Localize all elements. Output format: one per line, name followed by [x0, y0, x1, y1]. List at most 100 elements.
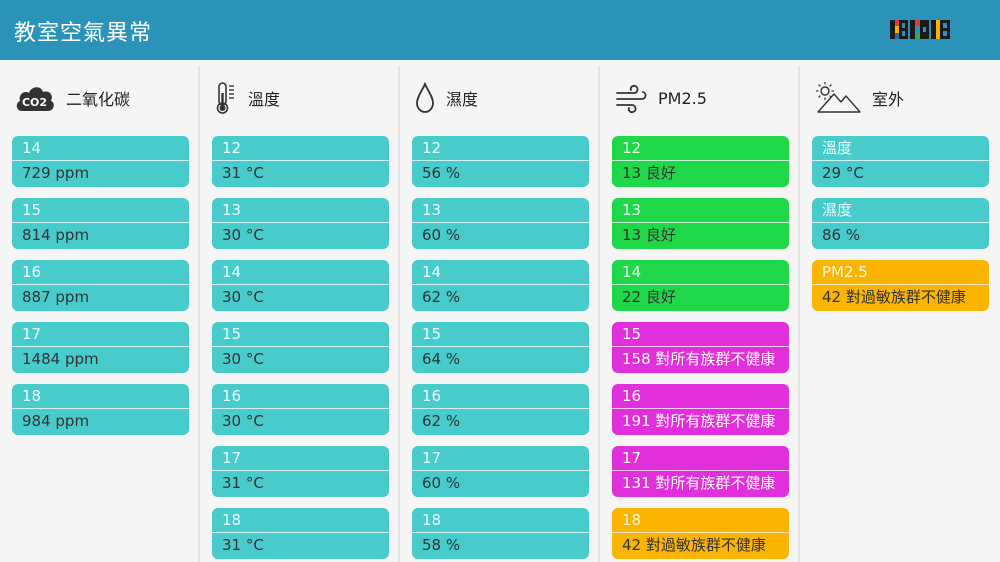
sensor-card-value: 1484 ppm — [22, 350, 99, 368]
sensor-card-value: 131 對所有族群不健康 — [622, 474, 776, 492]
sensor-card-humidity: 16 62 % — [412, 384, 589, 435]
cards-temperature: 12 31 °C 13 30 °C 14 30 °C 15 30 °C 16 30 °C 17 31 … — [212, 136, 389, 562]
sensor-card-pm25: 12 13 良好 — [612, 136, 789, 187]
sensor-card-value: 62 % — [422, 412, 461, 430]
sensor-card-value: 62 % — [422, 288, 461, 306]
cards-outdoor: 溫度 29 °C 濕度 86 % PM2.5 42 對過敏族群不健康 — [812, 136, 989, 322]
sensor-card-value: 30 °C — [222, 350, 264, 368]
sensor-card-room: PM2.5 — [812, 260, 989, 285]
sensor-card-room: 14 — [12, 136, 189, 161]
sensor-card-value: 13 良好 — [622, 226, 676, 244]
sensor-card-value: 887 ppm — [22, 288, 90, 306]
sensor-card-temperature: 13 30 °C — [212, 198, 389, 249]
sensor-card-temperature: 12 31 °C — [212, 136, 389, 187]
sensor-card-value: 42 對過敏族群不健康 — [822, 288, 966, 306]
sensor-card-room: 15 — [212, 322, 389, 347]
sensor-card-temperature: 17 31 °C — [212, 446, 389, 497]
sensor-card-value: 56 % — [422, 164, 461, 182]
column-header-pm25: PM2.5 — [614, 80, 707, 116]
sensor-card-value: 22 良好 — [622, 288, 676, 306]
thermometer-icon — [216, 82, 234, 114]
sensor-card-temperature: 18 31 °C — [212, 508, 389, 559]
column-label-humidity: 濕度 — [446, 90, 479, 109]
sensor-card-room: 14 — [212, 260, 389, 285]
sensor-card-co2: 17 1484 ppm — [12, 322, 189, 373]
column-temperature: 溫度 12 31 °C 13 30 °C 14 30 °C 15 30 °C 16 30 °C 17… — [200, 66, 400, 562]
co2-cloud-icon: CO2 — [16, 87, 54, 111]
column-label-temperature: 溫度 — [248, 90, 281, 109]
sensor-card-value: 86 % — [822, 226, 861, 244]
sensor-card-value: 31 °C — [222, 164, 264, 182]
sensor-columns: CO2 二氧化碳 14 729 ppm 15 814 ppm 16 887 ppm 17 14… — [0, 66, 1000, 562]
sensor-card-room: 18 — [612, 508, 789, 533]
sensor-card-co2: 16 887 ppm — [12, 260, 189, 311]
page-title: 教室空氣異常 — [14, 21, 153, 46]
bxb-logo-icon — [890, 20, 950, 39]
sensor-card-value: 30 °C — [222, 226, 264, 244]
sensor-card-pm25: 13 13 良好 — [612, 198, 789, 249]
sensor-card-value: 29 °C — [822, 164, 864, 182]
sensor-card-humidity: 17 60 % — [412, 446, 589, 497]
sensor-card-value: 814 ppm — [22, 226, 90, 244]
sensor-card-pm25: 15 158 對所有族群不健康 — [612, 322, 789, 373]
sensor-card-value: 31 °C — [222, 536, 264, 554]
sensor-card-room: 13 — [612, 198, 789, 223]
sensor-card-room: 16 — [612, 384, 789, 409]
sensor-card-humidity: 13 60 % — [412, 198, 589, 249]
sensor-card-pm25: 14 22 良好 — [612, 260, 789, 311]
sensor-card-room: 14 — [612, 260, 789, 285]
sensor-card-room: 16 — [12, 260, 189, 285]
sensor-card-outdoor: 濕度 86 % — [812, 198, 989, 249]
column-co2: CO2 二氧化碳 14 729 ppm 15 814 ppm 16 887 ppm 17 14… — [0, 66, 200, 562]
sensor-card-temperature: 16 30 °C — [212, 384, 389, 435]
sensor-card-room: 14 — [412, 260, 589, 285]
sensor-card-room: 17 — [612, 446, 789, 471]
sensor-card-room: 16 — [212, 384, 389, 409]
cards-co2: 14 729 ppm 15 814 ppm 16 887 ppm 17 1484 ppm 18 9… — [12, 136, 189, 446]
sensor-card-room: 12 — [612, 136, 789, 161]
sensor-card-room: 15 — [412, 322, 589, 347]
sensor-card-humidity: 14 62 % — [412, 260, 589, 311]
sensor-card-room: 溫度 — [812, 136, 989, 161]
sensor-card-temperature: 15 30 °C — [212, 322, 389, 373]
column-outdoor: 室外 溫度 29 °C 濕度 86 % PM2.5 42 對過敏族群不健康 — [800, 66, 1000, 562]
sensor-card-value: 60 % — [422, 474, 461, 492]
header-bar: 教室空氣異常 — [0, 0, 1000, 60]
column-header-co2: CO2 二氧化碳 — [14, 80, 130, 116]
sensor-card-co2: 18 984 ppm — [12, 384, 189, 435]
sensor-card-co2: 15 814 ppm — [12, 198, 189, 249]
sensor-card-room: 18 — [212, 508, 389, 533]
brand-logo — [890, 20, 956, 39]
sensor-card-outdoor: 溫度 29 °C — [812, 136, 989, 187]
sensor-card-value: 191 對所有族群不健康 — [622, 412, 776, 430]
sun-mountain-icon — [816, 82, 861, 113]
water-drop-icon — [416, 81, 434, 113]
sensor-card-room: 濕度 — [812, 198, 989, 223]
sensor-card-room: 15 — [612, 322, 789, 347]
column-header-humidity: 濕度 — [414, 80, 478, 116]
sensor-card-value: 58 % — [422, 536, 461, 554]
sensor-card-room: 13 — [412, 198, 589, 223]
column-header-outdoor: 室外 — [814, 80, 904, 116]
sensor-card-room: 12 — [212, 136, 389, 161]
sensor-card-room: 17 — [12, 322, 189, 347]
sensor-card-value: 30 °C — [222, 288, 264, 306]
co2-icon-text: CO2 — [22, 96, 47, 109]
cards-pm25: 12 13 良好 13 13 良好 14 22 良好 15 158 對所有族群不健康 16 191… — [612, 136, 789, 562]
wind-icon — [616, 84, 647, 114]
sensor-card-pm25: 18 42 對過敏族群不健康 — [612, 508, 789, 559]
sensor-card-value: 64 % — [422, 350, 461, 368]
sensor-card-room: 12 — [412, 136, 589, 161]
column-label-pm25: PM2.5 — [658, 88, 707, 108]
sensor-card-room: 13 — [212, 198, 389, 223]
sensor-card-value: 30 °C — [222, 412, 264, 430]
sensor-card-humidity: 18 58 % — [412, 508, 589, 559]
column-pm25: PM2.5 12 13 良好 13 13 良好 14 22 良好 15 158 對所有族群不健… — [600, 66, 800, 562]
sensor-card-outdoor: PM2.5 42 對過敏族群不健康 — [812, 260, 989, 311]
sensor-card-room: 17 — [412, 446, 589, 471]
sensor-card-value: 60 % — [422, 226, 461, 244]
sensor-card-pm25: 16 191 對所有族群不健康 — [612, 384, 789, 435]
sensor-card-room: 18 — [12, 384, 189, 409]
cards-humidity: 12 56 % 13 60 % 14 62 % 15 64 % 16 62 % 17 60 % 18 58… — [412, 136, 589, 562]
column-label-outdoor: 室外 — [872, 90, 905, 109]
